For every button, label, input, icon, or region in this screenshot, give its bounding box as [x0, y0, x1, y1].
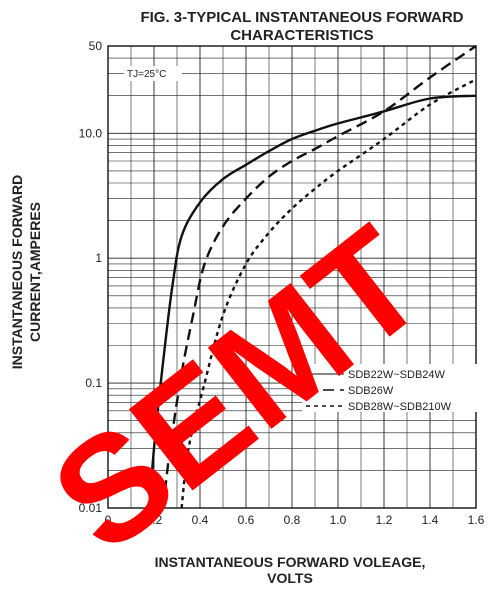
y-tick-label: 50 — [89, 39, 103, 53]
y-axis-title-line-2: CURRENT,AMPERES — [27, 202, 43, 342]
series-curve-1 — [148, 94, 477, 509]
x-tick-label: 1.0 — [330, 513, 347, 527]
curve-layer — [148, 45, 477, 509]
y-tick-label: 10.0 — [79, 126, 103, 140]
legend-background — [302, 364, 482, 412]
x-tick-label: 0.4 — [192, 513, 209, 527]
x-tick-label: 0.6 — [238, 513, 255, 527]
x-tick-label: 0.2 — [146, 513, 163, 527]
temperature-annotation: TJ=25°C — [127, 69, 166, 80]
y-tick-label: 0.1 — [85, 376, 102, 390]
chart-title-line-1: FIG. 3-TYPICAL INSTANTANEOUS FORWARD — [140, 9, 463, 26]
y-tick-label: 0.01 — [79, 501, 103, 515]
series-curve-3 — [180, 78, 477, 509]
legend-label: SDB28W~SDB210W — [348, 401, 452, 413]
x-tick-label: 1.2 — [376, 513, 393, 527]
x-tick-label: 1.6 — [468, 513, 485, 527]
y-tick-label: 1 — [95, 251, 102, 265]
plot-frame — [107, 45, 477, 509]
chart-title-line-2: CHARACTERISTICS — [230, 27, 373, 44]
x-tick-label: 0.8 — [284, 513, 301, 527]
y-axis-title-line-1: INSTANTANEOUS FORWARD — [9, 175, 25, 369]
series-curve-2 — [162, 45, 477, 509]
legend: SDB22W~SDB24W SDB26W SDB28W~SDB210W — [302, 364, 482, 413]
legend-label: SDB26W — [348, 385, 394, 397]
x-axis-title-line-2: VOLTS — [267, 570, 313, 586]
legend-label: SDB22W~SDB24W — [348, 369, 446, 381]
x-axis-title-line-1: INSTANTANEOUS FORWARD VOLEAGE, — [155, 554, 426, 570]
x-tick-label: 1.4 — [422, 513, 439, 527]
tick-label-layer: 0 0.2 0.4 0.6 0.8 1.0 1.2 1.4 1.6 0.01 0.1 1 10.0 50 — [79, 39, 485, 527]
x-tick-label: 0 — [105, 513, 112, 527]
temperature-annotation-box — [124, 66, 182, 81]
